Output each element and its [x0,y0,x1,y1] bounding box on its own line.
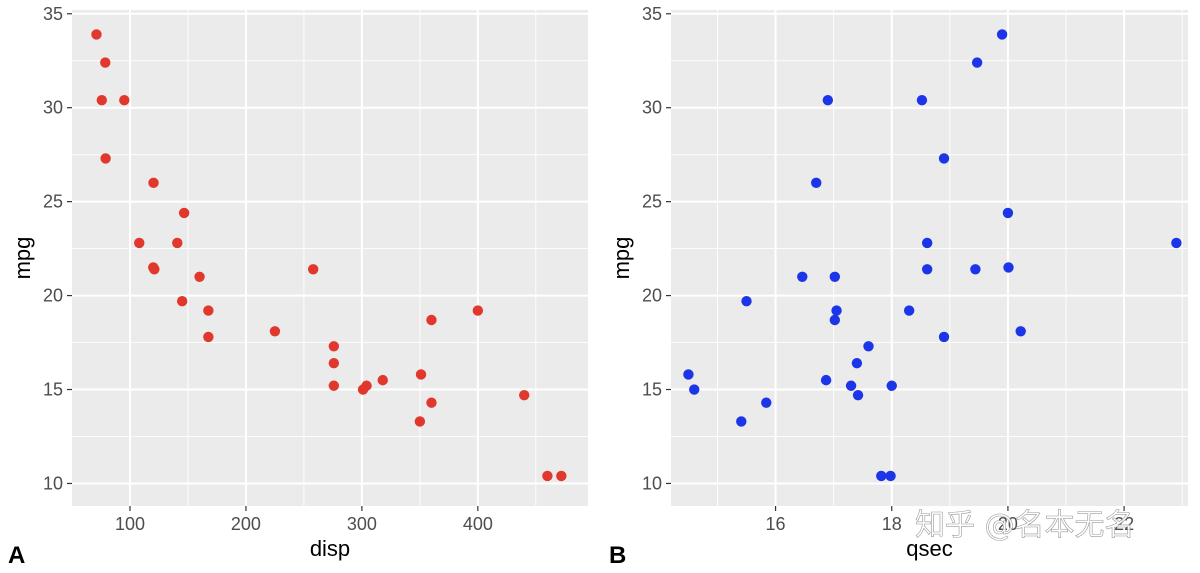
scatter-point [1003,262,1014,273]
scatter-point [831,305,842,316]
scatter-point [797,271,808,282]
scatter-point [178,207,190,219]
scatter-point [100,153,111,164]
scatter-point [307,264,319,275]
scatter-point [519,389,530,401]
scatter-point [845,380,857,391]
scatter-point [357,384,369,395]
scatter-point [328,380,340,391]
plot-panel-background [671,10,1188,506]
x-tick-label: 16 [766,514,786,534]
scatter-point [921,237,933,249]
scatter-point [172,237,183,249]
scatter-point [970,264,981,275]
x-tick-label: 100 [115,514,145,534]
scatter-point [328,341,340,352]
scatter-point [100,57,111,68]
y-tick-label: 35 [43,4,63,24]
scatter-point [203,305,214,316]
scatter-point [556,470,567,482]
scatter-point [822,94,834,106]
y-tick-label: 20 [43,286,63,306]
scatter-point [414,416,426,427]
scatter-point [415,369,427,380]
scatter-point [149,264,160,275]
scatter-point [820,374,832,386]
scatter-point [203,331,214,343]
scatter-point [542,470,553,482]
y-tick-label: 20 [642,286,662,306]
panel-b-qsec-vs-mpg: 16 18 20 22 10 15 20 25 30 35 qsec mpg B [609,4,1188,569]
scatter-point [472,305,484,316]
scatter-point [96,94,108,106]
x-axis-title: qsec [906,536,952,561]
scatter-point [148,177,159,189]
scatter-point [811,177,822,189]
plot-panel-background [72,10,588,506]
x-tick-label: 200 [231,514,261,534]
scatter-point [829,271,841,282]
scatter-point [971,57,983,68]
scatter-point [886,380,897,391]
panel-a-disp-vs-mpg: 100 200 300 400 10 15 20 25 30 35 disp mpg A [8,4,588,569]
x-tick-label: 400 [463,514,493,534]
scatter-point [377,374,388,386]
y-tick-label: 25 [642,192,662,212]
y-tick-label: 10 [642,473,662,493]
scatter-point [863,341,874,352]
scatter-point [903,305,915,316]
scatter-point [916,94,928,106]
scatter-point [761,397,772,408]
y-axis-title: mpg [10,237,35,280]
scatter-point [938,153,950,164]
scatter-point [91,29,102,40]
x-tick-label: 18 [882,514,902,534]
scatter-point [876,470,887,482]
scatter-point [176,296,188,307]
x-tick-label: 22 [1114,514,1134,534]
scatter-point [885,470,896,482]
x-tick-label: 300 [347,514,377,534]
scatter-point [119,94,130,106]
scatter-point [829,314,841,326]
scatter-point [1171,237,1182,249]
scatter-point [689,384,700,395]
y-tick-label: 10 [43,473,63,493]
watermark-text: 知乎 @名本无名 [915,508,1135,543]
y-tick-label: 15 [43,380,63,400]
scatter-point [736,416,747,427]
panel-tag-label: A [8,542,25,569]
x-axis-title: disp [310,536,350,561]
scatter-point [194,271,205,282]
y-tick-label: 15 [642,380,662,400]
scatter-point [938,331,950,343]
y-tick-label: 30 [642,98,662,118]
x-tick-label: 20 [998,514,1018,534]
panel-tag-label: B [609,542,626,569]
scatter-point [1015,326,1026,337]
scatter-point [921,264,933,275]
scatter-point [1002,207,1014,219]
y-tick-label: 25 [43,192,63,212]
scatter-point [426,397,437,408]
scatter-point [328,358,340,369]
scatter-point [852,389,864,401]
y-axis-title: mpg [609,237,634,280]
y-tick-label: 30 [43,98,63,118]
scatter-point [996,29,1008,40]
scatter-point [683,369,694,380]
scatter-point [741,296,752,307]
scatter-point [134,237,145,249]
scatter-point [426,314,437,326]
scatter-point [269,326,281,337]
scatter-point [851,358,863,369]
y-tick-label: 35 [642,4,662,24]
